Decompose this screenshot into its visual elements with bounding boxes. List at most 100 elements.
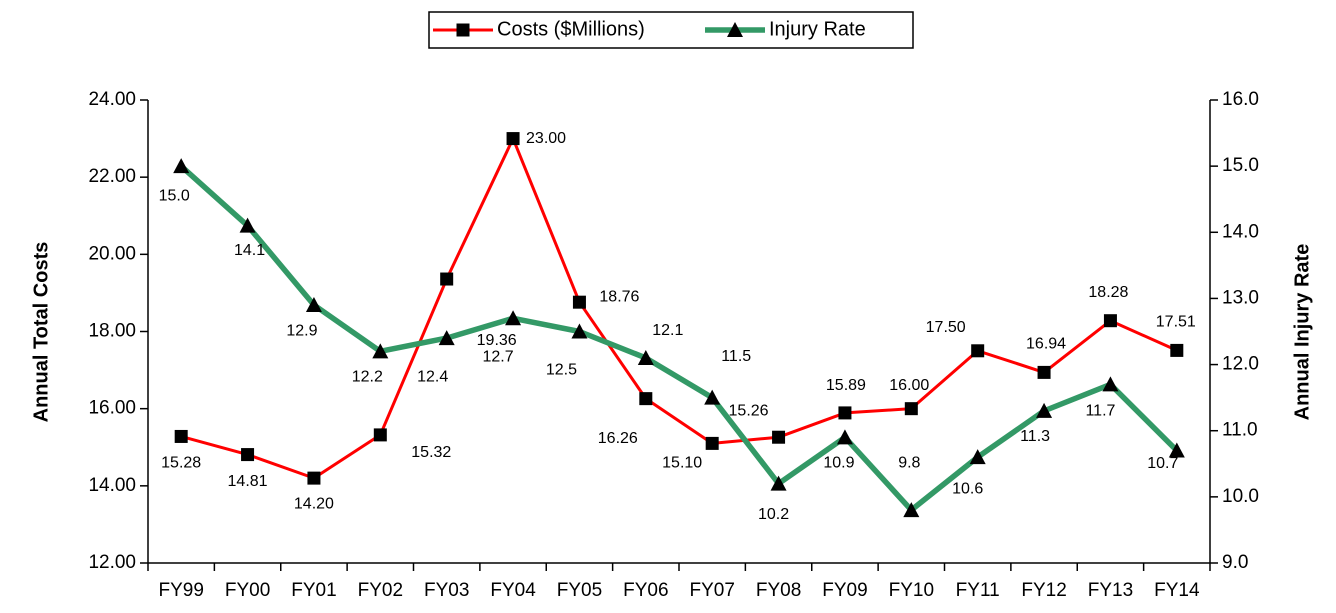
point-marker bbox=[506, 132, 520, 146]
point-marker bbox=[372, 343, 389, 359]
data-label: 15.32 bbox=[411, 444, 451, 461]
data-label: 18.28 bbox=[1088, 284, 1128, 301]
data-label: 10.7 bbox=[1147, 455, 1178, 472]
data-label: 14.81 bbox=[228, 473, 268, 490]
data-label: 16.26 bbox=[598, 430, 638, 447]
data-label: 11.5 bbox=[721, 348, 751, 365]
point-marker bbox=[241, 448, 255, 462]
y2-tick-label: 14.0 bbox=[1222, 221, 1259, 242]
y-tick-label: 16.00 bbox=[88, 398, 136, 419]
data-label: 16.94 bbox=[1026, 336, 1066, 353]
x-tick-label: FY14 bbox=[1154, 580, 1200, 601]
x-tick-label: FY02 bbox=[358, 580, 403, 601]
legend-marker bbox=[727, 22, 743, 37]
data-label: 14.1 bbox=[234, 242, 265, 259]
point-marker bbox=[836, 429, 853, 445]
data-label: 15.26 bbox=[729, 402, 769, 419]
point-marker bbox=[305, 297, 322, 313]
point-marker bbox=[704, 389, 721, 405]
point-marker bbox=[1103, 314, 1117, 328]
point-marker bbox=[838, 406, 852, 420]
y-tick-label: 18.00 bbox=[88, 321, 136, 342]
data-label: 12.5 bbox=[546, 362, 577, 379]
point-marker bbox=[1168, 442, 1185, 458]
series-line bbox=[179, 164, 1179, 513]
data-label: 12.9 bbox=[286, 322, 317, 339]
data-label: 23.00 bbox=[526, 130, 566, 147]
point-marker bbox=[969, 449, 986, 465]
legend-label: Injury Rate bbox=[769, 18, 866, 40]
data-label: 16.00 bbox=[889, 377, 929, 394]
y2-tick-label: 13.0 bbox=[1222, 287, 1259, 308]
data-label: 11.7 bbox=[1085, 403, 1115, 420]
data-label: 18.76 bbox=[599, 288, 639, 305]
y2-axis-title: Annual Injury Rate bbox=[1291, 244, 1313, 421]
y-tick-label: 24.00 bbox=[88, 89, 136, 110]
data-label: 14.20 bbox=[294, 495, 334, 512]
data-label: 15.10 bbox=[662, 455, 702, 472]
x-tick-label: FY05 bbox=[557, 580, 602, 601]
data-label: 15.0 bbox=[159, 187, 190, 204]
data-label: 12.4 bbox=[417, 368, 448, 385]
point-marker bbox=[1037, 365, 1051, 379]
legend-marker bbox=[456, 23, 470, 37]
x-tick-label: FY06 bbox=[623, 580, 668, 601]
x-tick-label: FY03 bbox=[424, 580, 469, 601]
point-marker bbox=[373, 428, 387, 442]
point-marker bbox=[1036, 402, 1053, 418]
point-marker bbox=[903, 502, 920, 518]
point-marker bbox=[772, 430, 786, 444]
point-marker bbox=[307, 471, 321, 485]
x-tick-label: FY99 bbox=[158, 580, 203, 601]
y2-tick-label: 10.0 bbox=[1222, 486, 1259, 507]
data-label: 12.7 bbox=[482, 348, 513, 365]
y2-tick-label: 9.0 bbox=[1222, 552, 1248, 573]
point-marker bbox=[639, 392, 653, 406]
x-tick-label: FY11 bbox=[956, 580, 1000, 601]
legend-label: Costs ($Millions) bbox=[497, 18, 645, 40]
y-tick-label: 12.00 bbox=[88, 552, 136, 573]
data-label: 12.2 bbox=[352, 369, 383, 386]
data-label: 19.36 bbox=[477, 332, 517, 349]
point-marker bbox=[173, 158, 190, 174]
point-marker bbox=[1170, 343, 1184, 357]
legend-box bbox=[428, 11, 914, 49]
data-label: 11.3 bbox=[1020, 428, 1050, 445]
point-marker bbox=[770, 475, 787, 491]
point-marker bbox=[705, 436, 719, 450]
x-tick-label: FY13 bbox=[1088, 580, 1133, 601]
point-marker bbox=[239, 217, 256, 233]
x-tick-label: FY09 bbox=[822, 580, 867, 601]
y-tick-label: 14.00 bbox=[88, 475, 136, 496]
point-marker bbox=[571, 323, 588, 339]
y2-tick-label: 16.0 bbox=[1222, 89, 1259, 110]
point-marker bbox=[637, 349, 654, 365]
point-marker bbox=[174, 429, 188, 443]
point-marker bbox=[438, 330, 455, 346]
data-label: 9.8 bbox=[898, 454, 920, 471]
x-tick-label: FY04 bbox=[490, 580, 536, 601]
x-tick-label: FY10 bbox=[889, 580, 934, 601]
x-tick-label: FY12 bbox=[1021, 580, 1066, 601]
y2-tick-label: 11.0 bbox=[1222, 420, 1258, 441]
point-marker bbox=[1102, 376, 1119, 392]
y2-tick-label: 15.0 bbox=[1222, 155, 1259, 176]
data-label: 12.1 bbox=[652, 322, 683, 339]
y-tick-label: 22.00 bbox=[88, 166, 136, 187]
series-line bbox=[180, 137, 1178, 480]
point-marker bbox=[904, 402, 918, 416]
data-label: 15.28 bbox=[161, 455, 201, 472]
point-marker bbox=[971, 344, 985, 358]
data-label: 15.89 bbox=[826, 377, 866, 394]
data-label: 10.9 bbox=[823, 455, 854, 472]
y-axis-title: Annual Total Costs bbox=[30, 242, 52, 423]
data-label: 17.51 bbox=[1156, 314, 1196, 331]
y2-tick-label: 12.0 bbox=[1222, 354, 1259, 375]
y-tick-label: 20.00 bbox=[88, 243, 136, 264]
point-marker bbox=[505, 310, 522, 326]
x-tick-label: FY01 bbox=[291, 580, 336, 601]
x-tick-label: FY00 bbox=[225, 580, 270, 601]
data-label: 10.2 bbox=[758, 506, 789, 523]
